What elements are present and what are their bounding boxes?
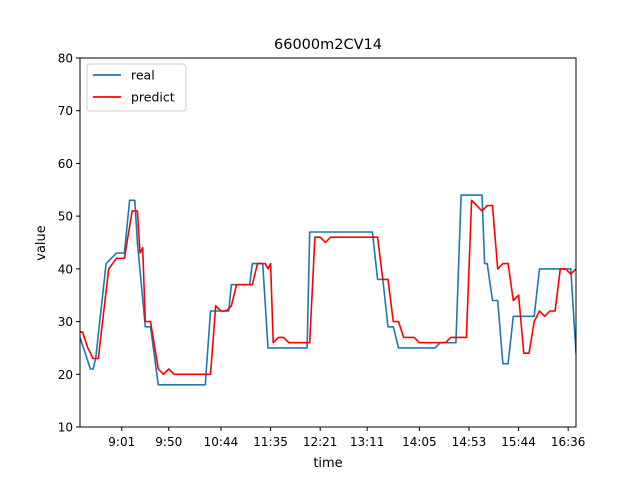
x-tick-label: 16:36 xyxy=(551,435,586,449)
y-tick-label: 10 xyxy=(58,421,73,435)
series-line-predict xyxy=(80,199,576,376)
y-tick-label: 50 xyxy=(58,210,73,224)
y-tick-label: 60 xyxy=(58,157,73,171)
x-tick-label: 14:53 xyxy=(452,435,487,449)
x-axis-ticks: 9:01 9:50 10:44 11:35 12:21 13:11 14:05 14:53 15… xyxy=(108,427,585,449)
series-line-real xyxy=(80,194,576,386)
legend: real predict xyxy=(86,63,187,112)
y-tick-label: 70 xyxy=(58,104,73,118)
x-tick-label: 14:05 xyxy=(402,435,437,449)
x-axis-label: time xyxy=(313,456,342,471)
y-tick-label: 30 xyxy=(58,315,73,329)
x-tick-label: 11:35 xyxy=(253,435,288,449)
x-tick-label: 13:11 xyxy=(350,435,385,449)
x-tick-label: 12:21 xyxy=(303,435,338,449)
legend-label-real: real xyxy=(131,68,155,83)
chart-title: 66000m2CV14 xyxy=(274,37,382,53)
y-tick-label: 40 xyxy=(58,262,73,276)
legend-label-predict: predict xyxy=(131,90,175,105)
x-tick-label: 9:01 xyxy=(108,435,135,449)
x-tick-label: 15:44 xyxy=(501,435,536,449)
y-axis-label: value xyxy=(34,225,49,261)
y-tick-label: 80 xyxy=(58,52,73,66)
x-tick-label: 9:50 xyxy=(155,435,182,449)
y-tick-label: 20 xyxy=(58,368,73,382)
y-axis-ticks: 10 20 30 40 50 60 70 80 xyxy=(58,52,80,435)
series-layer xyxy=(80,194,576,386)
plot-area-frame xyxy=(79,57,577,428)
x-tick-label: 10:44 xyxy=(204,435,239,449)
